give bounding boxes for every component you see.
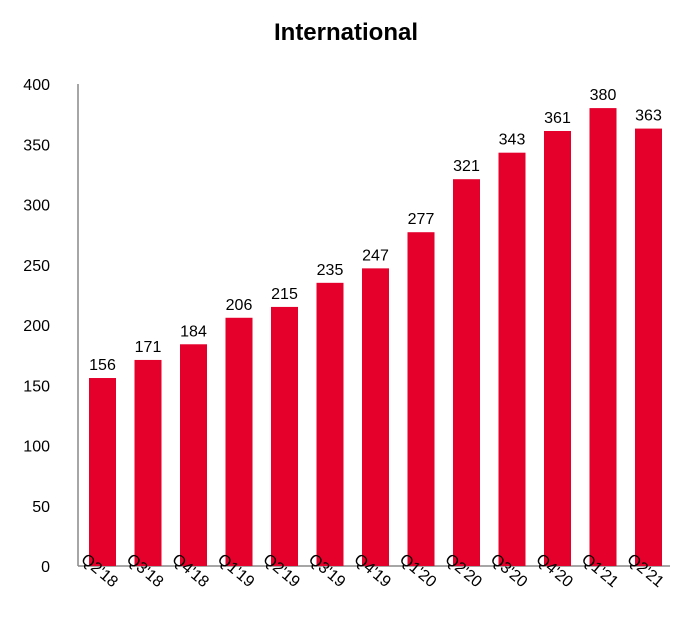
bar: [362, 268, 389, 566]
data-label: 380: [590, 87, 617, 104]
chart-title: International: [274, 19, 418, 46]
data-labels: 156 171 184 206 215 235 247 277 321 343 361 380 363: [89, 87, 662, 374]
y-tick-label: 50: [32, 499, 50, 516]
bars: [89, 108, 662, 566]
y-tick-label: 400: [23, 77, 50, 94]
data-label: 247: [362, 247, 389, 264]
data-label: 321: [453, 158, 480, 175]
data-label: 171: [135, 339, 162, 356]
y-tick-label: 100: [23, 439, 50, 456]
y-tick-label: 250: [23, 258, 50, 275]
data-label: 156: [89, 357, 116, 374]
bar: [180, 344, 207, 566]
data-label: 215: [271, 286, 298, 303]
bar: [316, 282, 344, 566]
y-axis: 0 50 100 150 200 250 300 350 400: [23, 77, 79, 576]
bar: [134, 359, 162, 566]
bar: [453, 179, 480, 566]
y-tick-label: 200: [23, 318, 50, 335]
data-label: 363: [635, 108, 662, 125]
bar: [544, 130, 571, 566]
bar: [589, 108, 617, 566]
data-label: 184: [180, 323, 207, 340]
y-tick-label: 150: [23, 378, 50, 395]
y-tick-label: 300: [23, 198, 50, 215]
y-tick-label: 350: [23, 137, 50, 154]
bar: [635, 128, 662, 566]
data-label: 277: [408, 211, 435, 228]
data-label: 206: [226, 297, 253, 314]
data-label: 235: [317, 262, 344, 279]
data-label: 361: [544, 110, 571, 127]
bar: [498, 152, 526, 566]
y-tick-label: 0: [41, 559, 50, 576]
bar: [271, 306, 298, 566]
bar: [89, 378, 116, 566]
data-label: 343: [499, 132, 526, 149]
bar: [225, 317, 253, 566]
bar: [407, 232, 435, 566]
